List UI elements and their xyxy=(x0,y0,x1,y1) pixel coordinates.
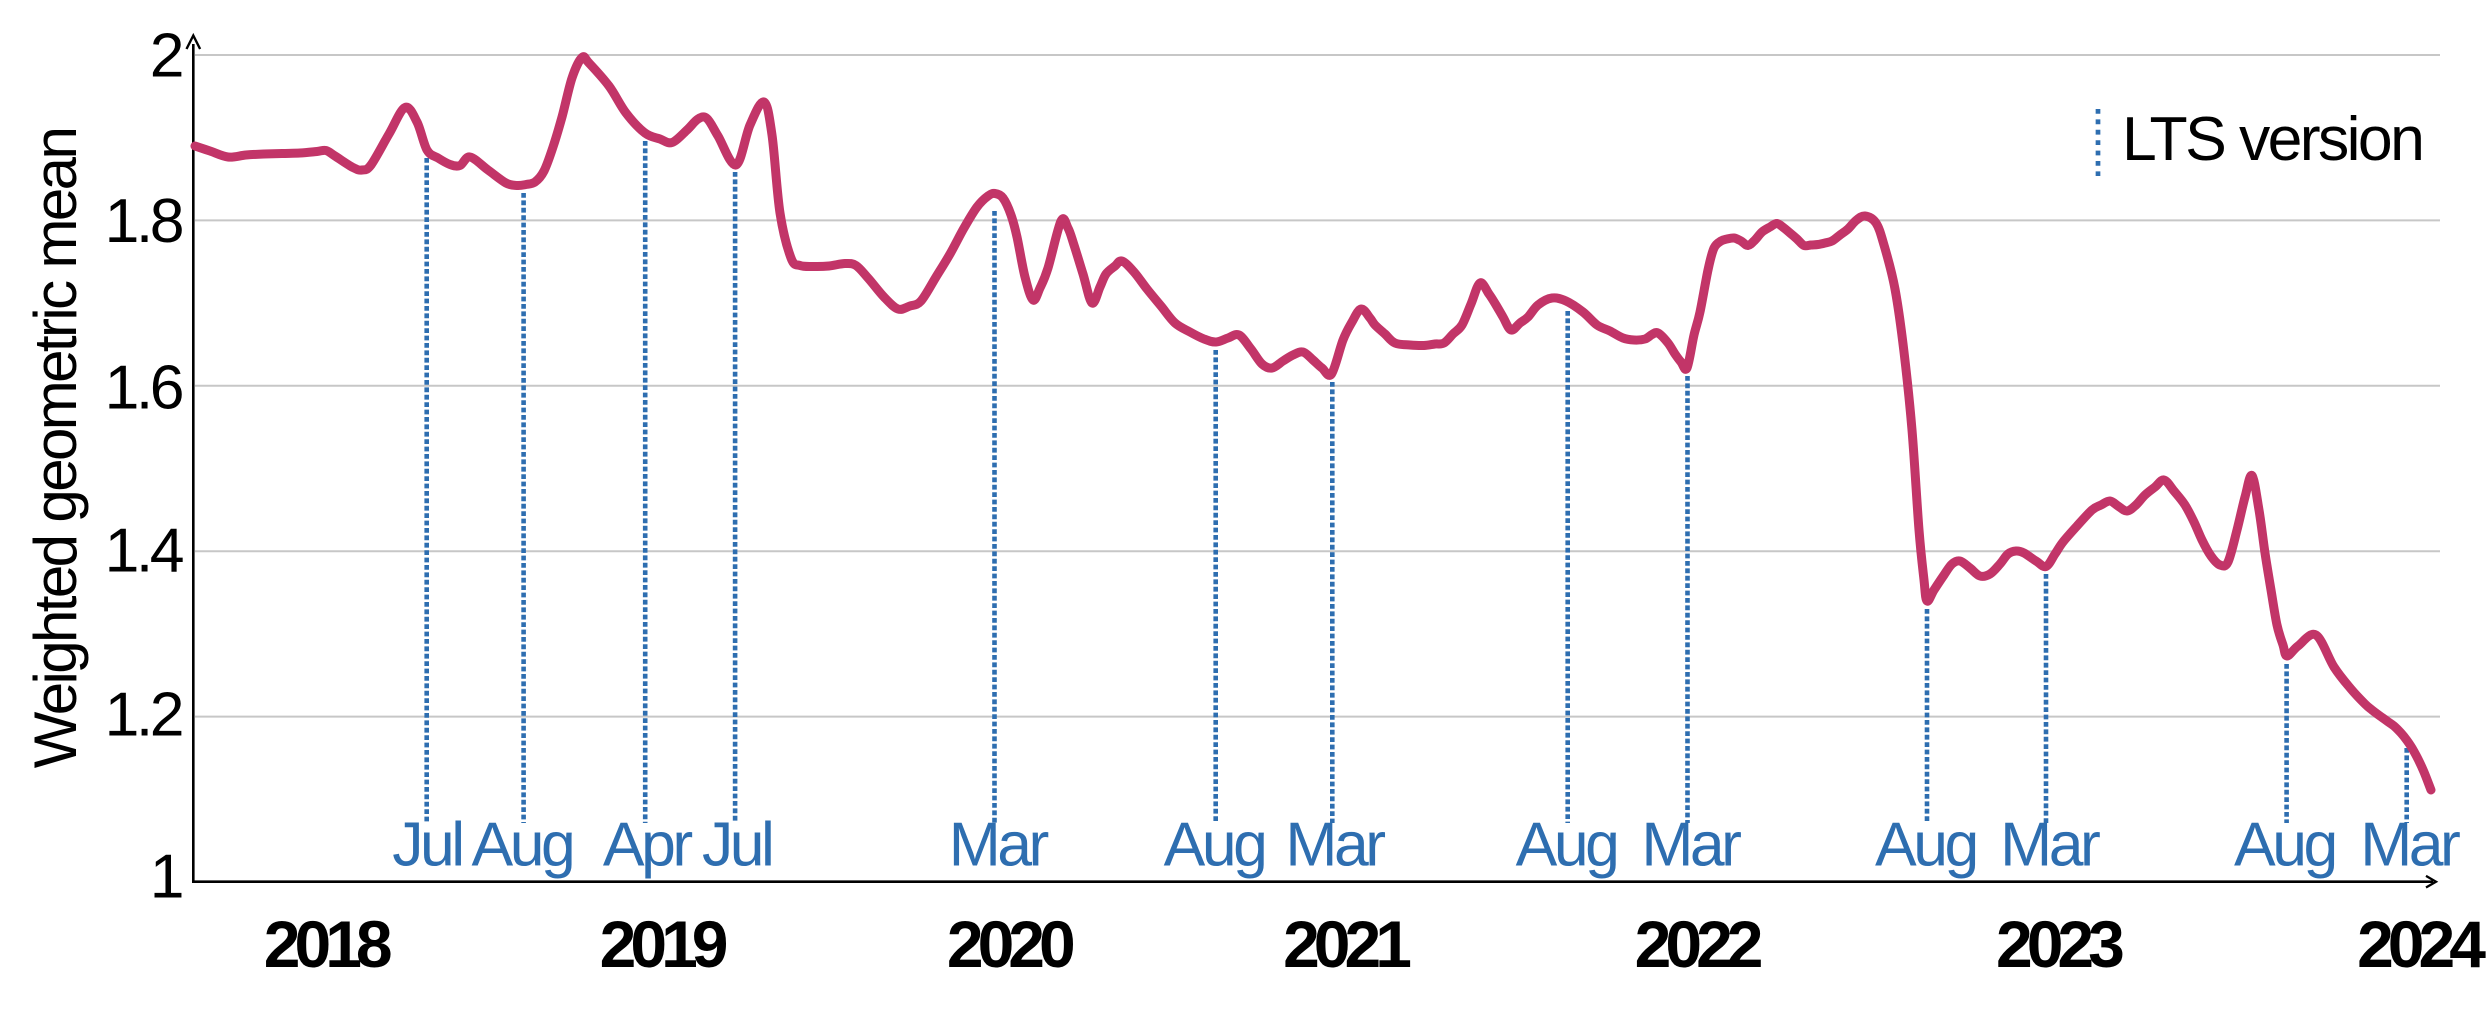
svg-text:Aug: Aug xyxy=(1164,809,1265,879)
svg-text:Aug: Aug xyxy=(472,809,573,879)
svg-text:2024: 2024 xyxy=(2357,907,2486,981)
svg-text:Aug: Aug xyxy=(1516,809,1617,879)
svg-text:Jul: Jul xyxy=(392,809,461,879)
svg-text:1.4: 1.4 xyxy=(105,516,183,586)
svg-text:2023: 2023 xyxy=(1996,907,2123,981)
svg-text:1.8: 1.8 xyxy=(105,186,183,256)
svg-text:Jul: Jul xyxy=(702,809,771,879)
svg-text:2019: 2019 xyxy=(600,907,727,981)
svg-text:LTS version: LTS version xyxy=(2122,104,2422,174)
svg-text:Mar: Mar xyxy=(949,809,1049,879)
svg-text:2021: 2021 xyxy=(1283,907,1410,981)
svg-text:1: 1 xyxy=(150,841,182,911)
svg-text:Aug: Aug xyxy=(2234,809,2335,879)
svg-text:Mar: Mar xyxy=(2360,809,2460,879)
svg-text:Mar: Mar xyxy=(2000,809,2100,879)
svg-text:Mar: Mar xyxy=(1285,809,1385,879)
svg-text:2020: 2020 xyxy=(947,907,1073,981)
svg-text:1.6: 1.6 xyxy=(105,352,183,422)
svg-text:Apr: Apr xyxy=(603,809,692,879)
svg-text:1.2: 1.2 xyxy=(105,679,182,749)
svg-text:Weighted geometric mean: Weighted geometric mean xyxy=(22,129,89,768)
svg-text:2018: 2018 xyxy=(264,907,391,981)
svg-text:2: 2 xyxy=(150,20,182,90)
svg-text:2022: 2022 xyxy=(1635,907,1762,981)
svg-text:Aug: Aug xyxy=(1875,809,1976,879)
svg-text:Mar: Mar xyxy=(1641,809,1741,879)
